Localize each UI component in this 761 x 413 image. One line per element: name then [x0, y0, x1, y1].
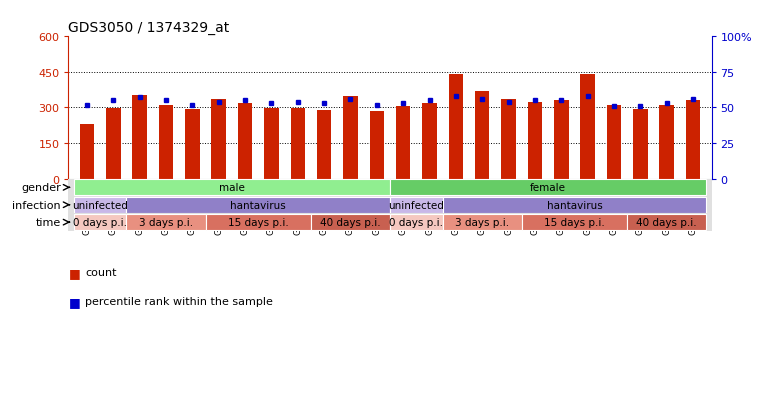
Bar	[311, 215, 390, 230]
Bar	[475, 92, 489, 179]
Bar	[106, 109, 120, 179]
Text: gender: gender	[21, 183, 61, 193]
Text: 40 days p.i.: 40 days p.i.	[320, 218, 380, 228]
Text: 3 days p.i.: 3 days p.i.	[455, 218, 509, 228]
Text: percentile rank within the sample: percentile rank within the sample	[85, 297, 273, 306]
Text: time: time	[36, 218, 61, 228]
Bar	[443, 215, 522, 230]
Bar	[396, 107, 410, 179]
Text: female: female	[530, 183, 566, 193]
Text: 15 days p.i.: 15 days p.i.	[544, 218, 605, 228]
Text: 0 days p.i.: 0 days p.i.	[73, 218, 127, 228]
Bar	[291, 109, 305, 179]
Bar	[132, 96, 147, 179]
Bar	[74, 215, 126, 230]
Text: 40 days p.i.: 40 days p.i.	[636, 218, 697, 228]
Bar	[343, 96, 358, 179]
Text: hantavirus: hantavirus	[546, 200, 603, 210]
Bar	[390, 180, 706, 196]
Text: 3 days p.i.: 3 days p.i.	[139, 218, 193, 228]
Bar	[205, 215, 311, 230]
Bar	[627, 215, 706, 230]
Text: hantavirus: hantavirus	[231, 200, 286, 210]
Bar	[264, 109, 279, 179]
Bar	[390, 215, 443, 230]
Bar	[74, 180, 390, 196]
Bar	[390, 197, 443, 213]
Text: uninfected: uninfected	[72, 200, 128, 210]
Text: uninfected: uninfected	[388, 200, 444, 210]
Bar	[501, 100, 516, 179]
Bar	[238, 103, 253, 179]
Bar	[527, 102, 542, 179]
Bar	[317, 111, 331, 179]
Bar	[212, 100, 226, 179]
Bar	[370, 112, 384, 179]
Bar	[422, 103, 437, 179]
Bar	[159, 106, 174, 179]
Text: ■: ■	[68, 266, 80, 279]
Bar	[686, 101, 700, 179]
Bar	[522, 215, 627, 230]
Text: GDS3050 / 1374329_at: GDS3050 / 1374329_at	[68, 21, 230, 35]
Bar	[126, 215, 205, 230]
Bar	[80, 125, 94, 179]
Text: count: count	[85, 268, 116, 278]
Bar	[581, 74, 595, 179]
Text: male: male	[219, 183, 245, 193]
Bar	[660, 106, 674, 179]
Text: 0 days p.i.: 0 days p.i.	[390, 218, 444, 228]
Bar	[443, 197, 706, 213]
Bar	[449, 74, 463, 179]
Bar	[185, 109, 199, 179]
Text: ■: ■	[68, 295, 80, 308]
Bar	[126, 197, 390, 213]
Bar	[633, 109, 648, 179]
Text: 15 days p.i.: 15 days p.i.	[228, 218, 288, 228]
Text: infection: infection	[12, 200, 61, 210]
Bar	[607, 106, 621, 179]
Bar	[554, 101, 568, 179]
Bar	[74, 197, 126, 213]
